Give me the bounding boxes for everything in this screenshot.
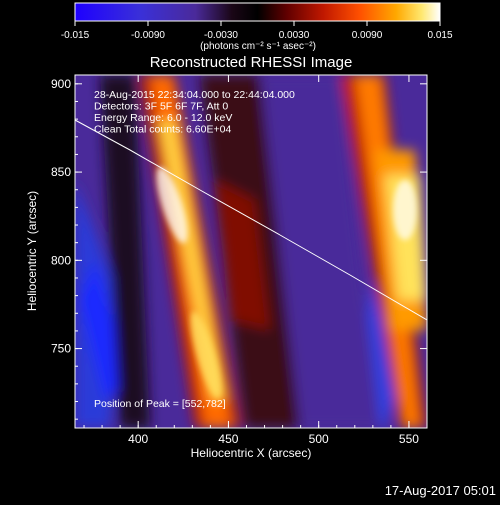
image-info-line: Clean Total counts: 6.60E+04 bbox=[94, 124, 231, 136]
colorbar-tick-label: -0.0090 bbox=[131, 30, 165, 41]
y-axis-ticks: 750 800 850 900 bbox=[51, 77, 427, 420]
x-axis-label: Heliocentric X (arcsec) bbox=[191, 446, 312, 460]
image-title: Reconstructed RHESSI Image bbox=[150, 54, 353, 71]
x-tick-label: 450 bbox=[218, 432, 238, 446]
y-tick-label: 850 bbox=[51, 165, 71, 179]
colorbar-tick-label: 0.0030 bbox=[279, 30, 310, 41]
colorbar-tick-label: 0.015 bbox=[427, 30, 452, 41]
x-tick-label: 500 bbox=[309, 432, 329, 446]
x-tick-label: 550 bbox=[399, 432, 419, 446]
colorbar-tick-label: -0.0030 bbox=[204, 30, 238, 41]
image-info-line: Detectors: 3F 5F 6F 7F, Att 0 bbox=[94, 101, 228, 113]
y-tick-label: 750 bbox=[51, 342, 71, 356]
solar-image bbox=[75, 75, 427, 428]
image-info-line: Energy Range: 6.0 - 12.0 keV bbox=[94, 112, 232, 124]
y-tick-label: 900 bbox=[51, 77, 71, 91]
y-axis-label: Heliocentric Y (arcsec) bbox=[25, 191, 39, 311]
colorbar-units: (photons cm⁻² s⁻¹ asec⁻²) bbox=[200, 41, 316, 52]
colorbar-gradient bbox=[74, 2, 441, 22]
colorbar-tick-label: 0.0090 bbox=[352, 30, 383, 41]
colorbar: -0.015 -0.0090 -0.0030 0.0030 0.0090 0.015 (p… bbox=[61, 2, 453, 52]
x-axis-ticks: 400 450 500 550 bbox=[83, 75, 419, 446]
colorbar-tick-label: -0.015 bbox=[61, 30, 90, 41]
image-info: 28-Aug-2015 22:34:04.000 to 22:44:04.000… bbox=[94, 89, 295, 136]
footer-timestamp: 17-Aug-2017 05:01 bbox=[385, 483, 496, 498]
y-tick-label: 800 bbox=[51, 253, 71, 267]
x-tick-label: 400 bbox=[128, 432, 148, 446]
solar-limb-line bbox=[75, 119, 427, 321]
plot-frame bbox=[74, 74, 428, 429]
image-info-line: 28-Aug-2015 22:34:04.000 to 22:44:04.000 bbox=[94, 89, 295, 101]
peak-position: Position of Peak = [552,782] bbox=[94, 398, 226, 410]
colorbar-ticks: -0.015 -0.0090 -0.0030 0.0030 0.0090 0.015 bbox=[61, 21, 453, 41]
